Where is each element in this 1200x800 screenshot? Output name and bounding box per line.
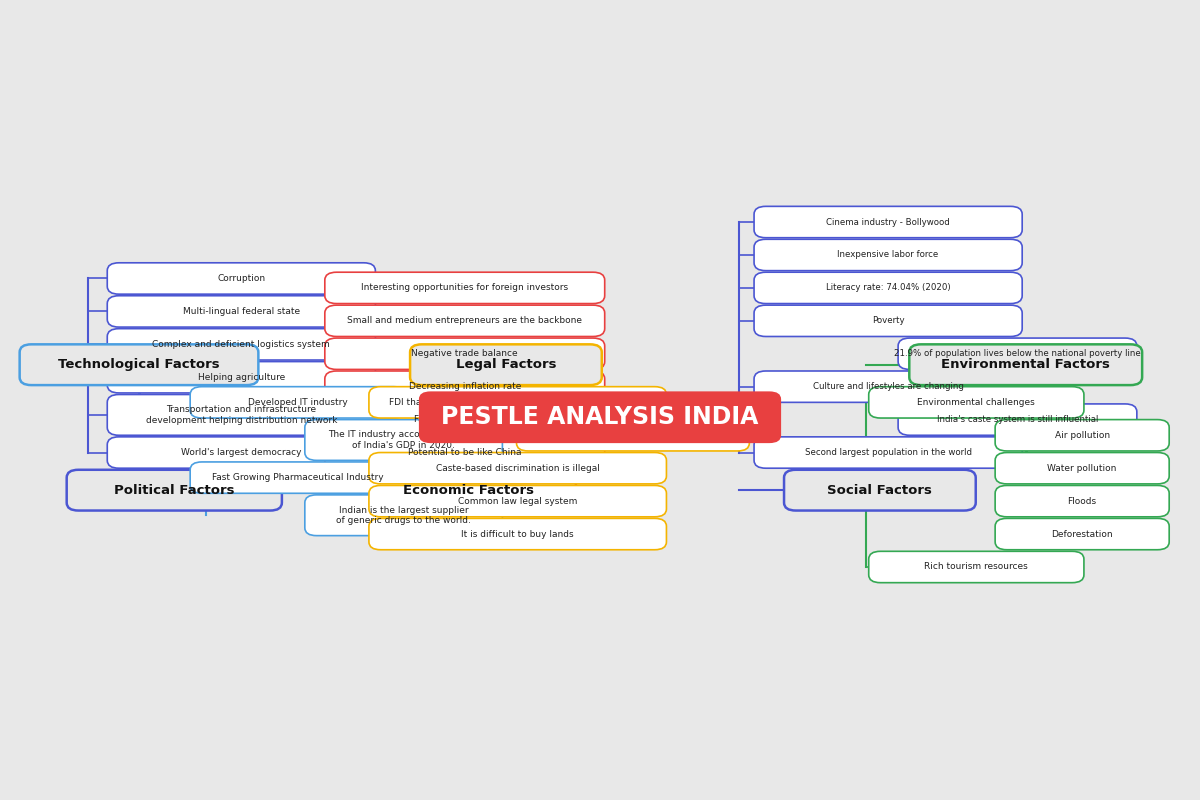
Text: Water pollution: Water pollution	[1048, 464, 1117, 473]
FancyBboxPatch shape	[516, 420, 749, 451]
Text: Negative trade balance: Negative trade balance	[412, 350, 518, 358]
Text: Technological Factors: Technological Factors	[58, 358, 220, 371]
FancyBboxPatch shape	[419, 391, 781, 443]
Text: Deforestation: Deforestation	[1051, 530, 1112, 538]
FancyBboxPatch shape	[107, 262, 376, 294]
Text: FDI that does not require prior governmental permission: FDI that does not require prior governme…	[390, 398, 646, 407]
FancyBboxPatch shape	[995, 453, 1169, 484]
FancyBboxPatch shape	[410, 344, 601, 385]
FancyBboxPatch shape	[995, 420, 1169, 451]
FancyBboxPatch shape	[107, 296, 376, 327]
FancyBboxPatch shape	[67, 470, 282, 510]
FancyBboxPatch shape	[754, 239, 1022, 270]
FancyBboxPatch shape	[754, 305, 1022, 337]
Text: Corruption: Corruption	[217, 274, 265, 283]
FancyBboxPatch shape	[325, 404, 605, 435]
Text: Decreasing inflation rate: Decreasing inflation rate	[408, 382, 521, 391]
Text: Culture and lifestyles are changing: Culture and lifestyles are changing	[812, 382, 964, 391]
FancyBboxPatch shape	[361, 470, 576, 510]
FancyBboxPatch shape	[898, 338, 1136, 370]
Text: Economic Factors: Economic Factors	[403, 484, 534, 497]
Text: Inexpensive labor force: Inexpensive labor force	[838, 250, 938, 259]
Text: Interesting opportunities for foreign investors: Interesting opportunities for foreign in…	[361, 283, 569, 292]
FancyBboxPatch shape	[898, 404, 1136, 435]
Text: Transportation and infrastructure
development helping distribution network: Transportation and infrastructure develo…	[145, 405, 337, 425]
FancyBboxPatch shape	[325, 305, 605, 337]
FancyBboxPatch shape	[107, 437, 376, 468]
Text: 21.9% of population lives below the national poverty line: 21.9% of population lives below the nati…	[894, 350, 1141, 358]
FancyBboxPatch shape	[368, 486, 666, 517]
Text: It is difficult to buy lands: It is difficult to buy lands	[461, 530, 574, 538]
FancyBboxPatch shape	[995, 486, 1169, 517]
Text: Poverty: Poverty	[872, 316, 905, 326]
FancyBboxPatch shape	[368, 518, 666, 550]
Text: Multi-lingual federal state: Multi-lingual federal state	[182, 307, 300, 316]
FancyBboxPatch shape	[305, 495, 503, 536]
FancyBboxPatch shape	[869, 386, 1084, 418]
FancyBboxPatch shape	[754, 437, 1022, 468]
FancyBboxPatch shape	[305, 420, 503, 460]
Text: Second largest population in the world: Second largest population in the world	[805, 448, 972, 457]
FancyBboxPatch shape	[784, 470, 976, 510]
FancyBboxPatch shape	[107, 394, 376, 435]
Text: Common law legal system: Common law legal system	[458, 497, 577, 506]
Text: Environmental challenges: Environmental challenges	[918, 398, 1036, 407]
Text: Caste-based discrimination is illegal: Caste-based discrimination is illegal	[436, 464, 600, 473]
Text: Indian is the largest supplier
of generic drugs to the world.: Indian is the largest supplier of generi…	[336, 506, 472, 525]
FancyBboxPatch shape	[190, 462, 406, 494]
FancyBboxPatch shape	[325, 437, 605, 468]
FancyBboxPatch shape	[910, 344, 1142, 385]
Text: Complex and deficient logistics system: Complex and deficient logistics system	[152, 340, 330, 349]
Text: Investments in agriculture and manufacturing: Investments in agriculture and manufactu…	[528, 430, 738, 440]
FancyBboxPatch shape	[869, 551, 1084, 582]
Text: Rich tourism resources: Rich tourism resources	[924, 562, 1028, 571]
FancyBboxPatch shape	[995, 518, 1169, 550]
FancyBboxPatch shape	[754, 371, 1022, 402]
FancyBboxPatch shape	[190, 386, 406, 418]
Text: Cinema industry - Bollywood: Cinema industry - Bollywood	[827, 218, 950, 226]
Text: Political Factors: Political Factors	[114, 484, 234, 497]
FancyBboxPatch shape	[368, 386, 666, 418]
Text: PESTLE ANALYSIS INDIA: PESTLE ANALYSIS INDIA	[442, 406, 758, 430]
Text: Social Factors: Social Factors	[828, 484, 932, 497]
Text: World's largest democracy: World's largest democracy	[181, 448, 301, 457]
FancyBboxPatch shape	[754, 272, 1022, 303]
FancyBboxPatch shape	[107, 329, 376, 360]
Text: Fast Growing Pharmaceutical Industry: Fast Growing Pharmaceutical Industry	[212, 473, 384, 482]
FancyBboxPatch shape	[325, 272, 605, 303]
FancyBboxPatch shape	[754, 206, 1022, 238]
Text: The IT industry accounted for 8%
of India's GDP in 2020.: The IT industry accounted for 8% of Indi…	[329, 430, 479, 450]
FancyBboxPatch shape	[325, 338, 605, 370]
Text: India's caste system is still influential: India's caste system is still influentia…	[937, 415, 1098, 424]
Text: Fast-growing economy: Fast-growing economy	[414, 415, 516, 424]
FancyBboxPatch shape	[325, 371, 605, 402]
Text: Legal Factors: Legal Factors	[456, 358, 556, 371]
Text: Developed IT industry: Developed IT industry	[248, 398, 348, 407]
FancyBboxPatch shape	[368, 453, 666, 484]
Text: Potential to be like China: Potential to be like China	[408, 448, 522, 457]
Text: Air pollution: Air pollution	[1055, 430, 1110, 440]
Text: Helping agriculture: Helping agriculture	[198, 373, 284, 382]
Text: Environmental Factors: Environmental Factors	[941, 358, 1110, 371]
Text: Floods: Floods	[1068, 497, 1097, 506]
FancyBboxPatch shape	[19, 344, 258, 385]
Text: Literacy rate: 74.04% (2020): Literacy rate: 74.04% (2020)	[826, 283, 950, 292]
Text: Small and medium entrepreneurs are the backbone: Small and medium entrepreneurs are the b…	[347, 316, 582, 326]
FancyBboxPatch shape	[107, 362, 376, 393]
